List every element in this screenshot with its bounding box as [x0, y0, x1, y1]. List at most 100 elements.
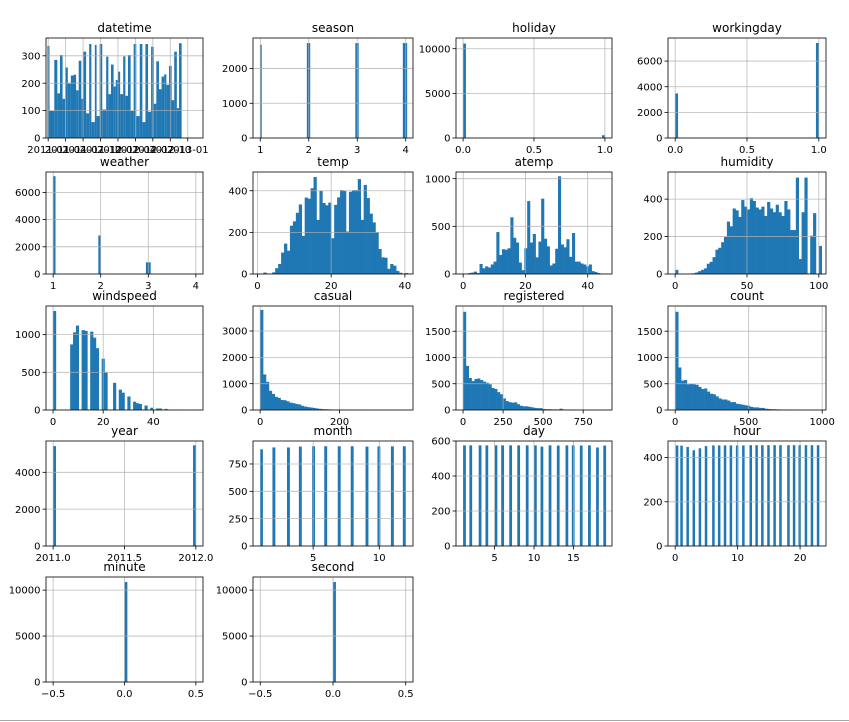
bar [268, 390, 273, 410]
grid-atemp [456, 172, 612, 274]
subplot-title: holiday [512, 21, 556, 35]
x-tick-label: 2012-04 [115, 145, 157, 156]
bars-casual [260, 309, 407, 410]
y-tick-label: 2000 [222, 64, 247, 75]
bar [53, 176, 56, 274]
bar [81, 330, 85, 410]
bar [387, 268, 391, 274]
subplot-title: minute [103, 560, 145, 574]
y-tick-label: 400 [643, 195, 662, 206]
y-tick-label: 1000 [637, 353, 662, 364]
x-tick-label: 1.0 [597, 145, 613, 156]
x-tick-label: 2 [98, 281, 104, 292]
axes-frame [455, 305, 613, 411]
subplot-title: workingday [712, 21, 782, 35]
bars-day [463, 445, 607, 546]
y-tick-label: 0 [34, 134, 40, 145]
x-tick-label: 250 [494, 417, 513, 428]
subplot-workingday: 0.0 0.5 1.0 0 2000 4000 6000 workingday [637, 21, 827, 156]
bar [563, 247, 567, 274]
subplot-atemp: 0 20 40 0 500 1000 atemp [425, 155, 613, 292]
subplot-title: month [314, 424, 353, 438]
x-tick-label: 40 [581, 281, 594, 292]
bars-atemp [465, 176, 606, 274]
bar [695, 272, 699, 274]
x-tick-label: 20 [325, 281, 338, 292]
bar [360, 219, 364, 274]
bar [463, 43, 466, 138]
bar [712, 445, 715, 546]
subplot-year: 2011.0 2011.5 2012.0 0 2000 4000 year [15, 424, 213, 564]
bar [381, 257, 385, 274]
y-tick-label: 500 [431, 379, 450, 390]
bar [531, 407, 535, 410]
bar [501, 249, 506, 274]
bar [155, 408, 160, 410]
y-tick-label: 0 [444, 406, 450, 417]
bar [792, 230, 797, 274]
bar [384, 257, 388, 274]
bars-season [260, 43, 408, 138]
bar [57, 93, 60, 138]
y-tick-label: 0 [444, 542, 450, 553]
bar [546, 246, 550, 274]
y-tick-label: 0 [241, 406, 247, 417]
bar [313, 177, 317, 274]
bar [540, 446, 544, 546]
bar [54, 59, 58, 138]
x-tick-label: 50 [741, 281, 754, 292]
grid-year [46, 441, 203, 546]
subplot-datetime: 2011-012011-042011-072011-102012-012012-… [21, 21, 208, 156]
bar [399, 272, 403, 274]
bar [761, 407, 765, 410]
bar [761, 445, 764, 546]
bar [692, 450, 696, 546]
bar [289, 225, 294, 274]
bar [331, 238, 335, 274]
x-tick-label: 0.0 [667, 145, 683, 156]
bar [505, 401, 509, 410]
bar [729, 226, 733, 274]
bar [542, 408, 546, 410]
x-tick-label: 2011.0 [36, 553, 71, 564]
bar [164, 74, 167, 138]
x-tick-label: 10 [373, 553, 386, 564]
bar [709, 261, 713, 274]
bar [179, 43, 182, 138]
bar [278, 264, 282, 274]
x-tick-label: 2011-07 [62, 145, 104, 156]
x-tick-label: 200 [330, 417, 349, 428]
subplot-title: datetime [97, 21, 151, 35]
subplot-minute: −0.5 0.0 0.5 0 5000 10000 minute [9, 560, 204, 700]
bar [333, 582, 336, 682]
bar [497, 392, 501, 410]
x-tick-label: 3 [145, 281, 151, 292]
grid-day [456, 441, 612, 546]
bar [686, 384, 691, 410]
bar [463, 445, 466, 546]
bar [749, 445, 752, 546]
bar [721, 399, 725, 410]
bar [742, 445, 745, 546]
bar [127, 396, 131, 410]
bar [787, 445, 790, 546]
grid-registered [456, 306, 612, 410]
y-tick-label: 400 [643, 453, 662, 464]
subplot-title: weather [100, 155, 149, 169]
subplot-title: second [312, 560, 355, 574]
x-tick-label: 1000 [809, 417, 834, 428]
bar [767, 201, 771, 274]
bar [583, 264, 587, 274]
bar [509, 445, 513, 546]
subplot-weather: 1 2 3 4 0 2000 4000 6000 weather [15, 155, 204, 292]
bars-month [260, 446, 406, 546]
bar [522, 406, 526, 410]
bar [801, 212, 805, 274]
bar [260, 309, 264, 410]
bar [345, 231, 350, 274]
bar [158, 408, 162, 410]
bar [552, 263, 556, 274]
x-tick-label: 20 [97, 417, 110, 428]
bar [307, 198, 311, 274]
x-tick-label: 2012-10 [149, 145, 191, 156]
